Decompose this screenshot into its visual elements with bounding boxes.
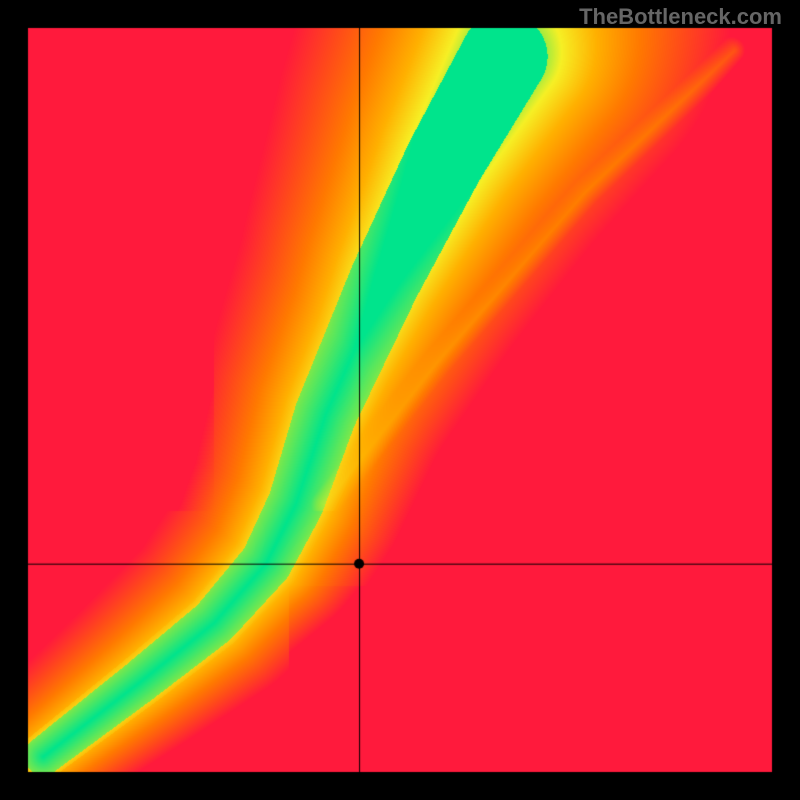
bottleneck-heatmap xyxy=(0,0,800,800)
watermark-text: TheBottleneck.com xyxy=(579,4,782,30)
chart-container: TheBottleneck.com xyxy=(0,0,800,800)
